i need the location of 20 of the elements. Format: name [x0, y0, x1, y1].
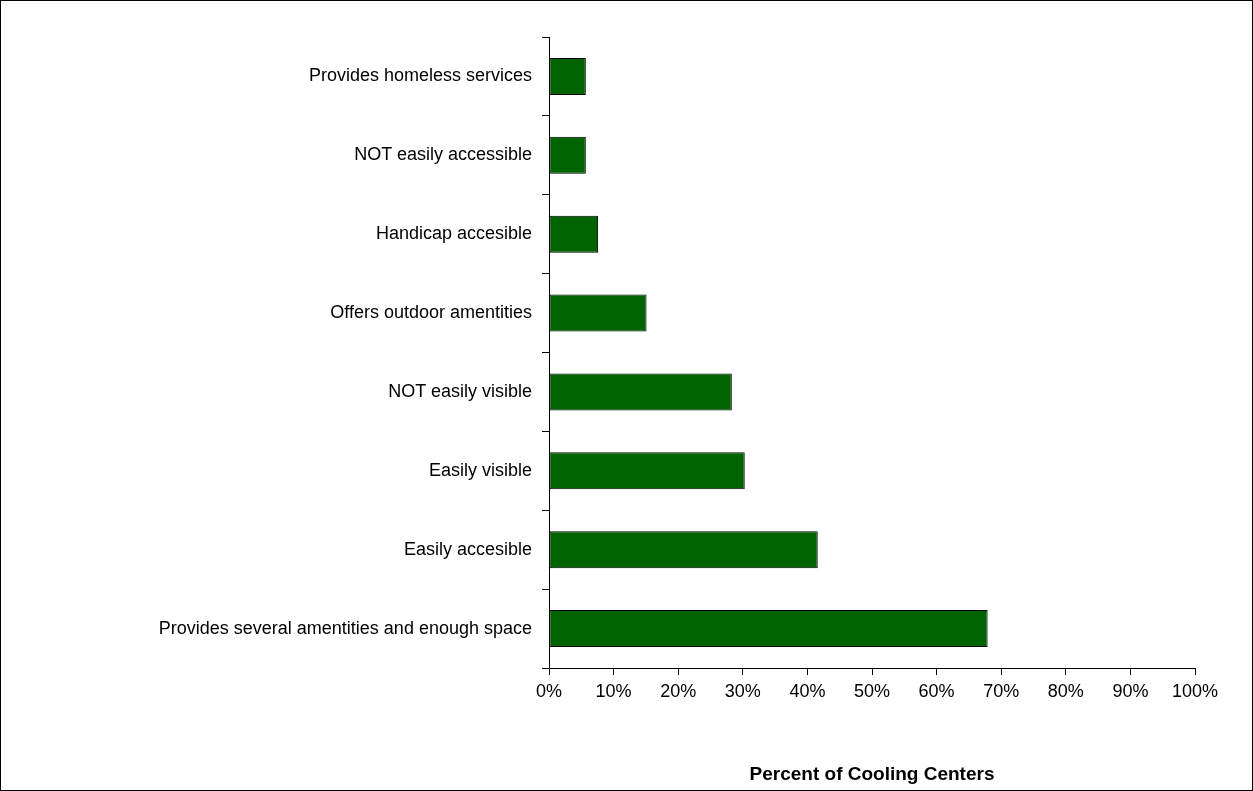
y-tick-label: Easily accesible — [403, 538, 532, 559]
x-tick-label: 20% — [660, 680, 697, 701]
x-tick-label: 100% — [1171, 680, 1219, 701]
x-tick-label: 90% — [1112, 680, 1149, 701]
x-tick-label: 10% — [595, 680, 632, 701]
y-tick-label: Provides homeless services — [308, 65, 532, 86]
x-tick-label: 50% — [853, 680, 891, 701]
y-tick-label: Offers outdoor amentities — [330, 302, 532, 323]
x-axis-title: Percent of Cooling Centers — [749, 762, 995, 784]
y-tick-label: Easily visible — [428, 459, 532, 480]
x-tick-label: 0% — [535, 680, 563, 701]
x-tick-label: 60% — [918, 680, 955, 701]
y-tick-label: NOT easily visible — [388, 380, 532, 401]
x-tick-label: 80% — [1047, 680, 1084, 701]
x-tick-label: 70% — [983, 680, 1020, 701]
y-tick-label: NOT easily accessible — [354, 144, 532, 165]
y-tick-label: Provides several amentities and enough space — [158, 617, 532, 638]
x-tick-label: 40% — [789, 680, 826, 701]
y-tick-label: Handicap accesible — [375, 223, 532, 244]
x-tick-label: 30% — [724, 680, 761, 701]
